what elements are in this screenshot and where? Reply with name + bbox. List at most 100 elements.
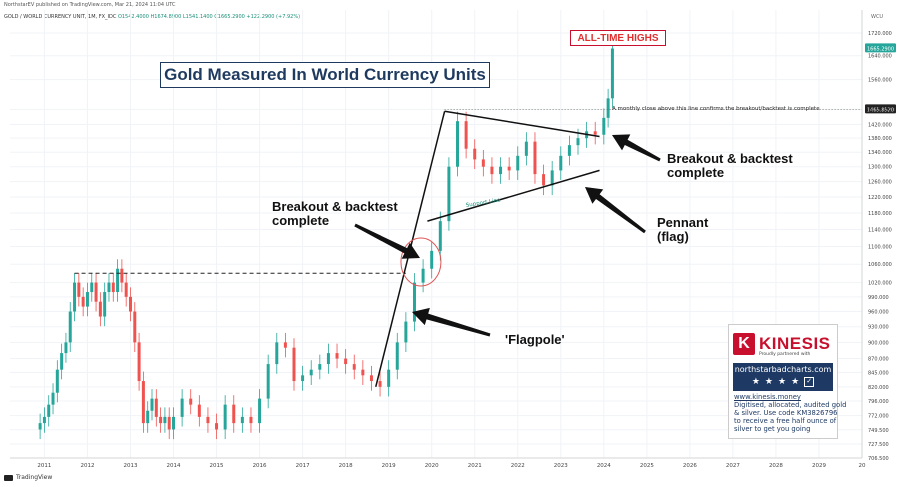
y-tick-label: 1560.000: [868, 78, 892, 84]
y-tick-label: 772.000: [868, 414, 889, 420]
candle-body: [240, 416, 244, 424]
candle-body: [421, 268, 425, 283]
y-tick-label: 727.500: [868, 442, 889, 448]
candle-body: [180, 398, 184, 417]
y-tick-label: 845.000: [868, 370, 889, 376]
candle-body: [107, 282, 111, 293]
candle-body: [559, 155, 563, 171]
candle-body: [163, 416, 167, 424]
candle-body: [38, 423, 42, 430]
y-tick-label: 900.000: [868, 340, 889, 346]
arrow-icon: [612, 134, 661, 162]
kinesis-logo-text: KINESIS: [759, 334, 831, 353]
support-line: [427, 169, 600, 222]
x-tick-label: 2016: [253, 463, 267, 469]
candle-body: [387, 369, 391, 387]
x-tick-label: 2020: [425, 463, 439, 469]
arrow-icon: [585, 187, 646, 234]
kinesis-ad[interactable]: K KINESIS Proudly partnered with northst…: [728, 324, 846, 439]
x-tick-label: 2021: [468, 463, 482, 469]
level-price-tag-text: 1465.8520: [867, 107, 894, 113]
candle-body: [309, 369, 313, 376]
candle-body: [266, 364, 270, 399]
star-icon: ★: [751, 376, 760, 386]
candle-body: [456, 121, 460, 167]
candle-body: [51, 392, 55, 405]
candle-body: [361, 369, 365, 376]
promo-line: to receive a free half ounce of: [734, 417, 837, 425]
x-tick-label: 2012: [80, 463, 94, 469]
y-tick-label: 1180.000: [868, 211, 892, 217]
tradingview-logo-icon: [4, 474, 13, 481]
monthly-close-note: A monthly close above this line confirms…: [612, 106, 820, 112]
y-tick-label: 1020.000: [868, 281, 892, 287]
x-axis: 2011 2012 2013 2014 2015 2016 2017 2018 2019 2020…: [10, 457, 866, 469]
candle-body: [326, 353, 330, 365]
y-tick-label: 1465.8520: [868, 107, 895, 113]
candle-body: [352, 364, 356, 370]
northstar-banner: northstarbadcharts.com ★ ★ ★ ★ ✓: [733, 363, 833, 391]
footer: TradingView: [4, 474, 52, 481]
x-tick-label: 2015: [210, 463, 224, 469]
x-tick-label: 2027: [726, 463, 740, 469]
candle-body: [550, 170, 554, 186]
pennant-annotation: Pennant (flag): [657, 216, 708, 244]
candle-body: [576, 138, 580, 146]
candle-body: [593, 131, 597, 135]
x-tick-label: 2011: [37, 463, 51, 469]
x-tick-label: 2028: [769, 463, 783, 469]
chart-overlays: Support Line 1665.2900 1465.8520: [74, 43, 896, 388]
y-tick-label: 1060.000: [868, 262, 892, 268]
annotation-line: Breakout & backtest: [272, 199, 398, 214]
candle-body: [567, 145, 571, 156]
y-tick-label: 820.000: [868, 385, 889, 391]
x-tick-label: 2026: [683, 463, 697, 469]
candle-body: [318, 364, 322, 370]
rating-stars: ★ ★ ★ ★ ✓: [733, 377, 833, 387]
x-tick-label: 2017: [296, 463, 310, 469]
candles: [38, 39, 614, 440]
candle-body: [412, 282, 416, 322]
candle-body: [301, 375, 305, 382]
candle-body: [606, 98, 610, 118]
candle-body: [73, 282, 77, 312]
x-tick-label: 2019: [382, 463, 396, 469]
candle-body: [172, 416, 176, 430]
northstar-site: northstarbadcharts.com: [734, 365, 832, 374]
kinesis-promo-text: www.kinesis.money Digitised, allocated, …: [734, 393, 846, 433]
x-tick-label: 2022: [511, 463, 525, 469]
kinesis-link[interactable]: www.kinesis.money: [734, 393, 801, 401]
current-price-tag: [865, 43, 896, 53]
y-tick-label: 990.000: [868, 295, 889, 301]
y-tick-label: 960.000: [868, 310, 889, 316]
candle-body: [481, 159, 485, 167]
promo-line: silver to get you going: [734, 425, 811, 433]
candle-body: [141, 381, 145, 424]
arrow-icon: [412, 307, 491, 337]
y-tick-label: 1140.000: [868, 227, 892, 233]
candle-body: [490, 166, 494, 175]
candle-body: [542, 174, 546, 186]
candle-body: [344, 358, 348, 365]
candle-body: [85, 292, 89, 307]
candle-body: [335, 353, 339, 359]
annotation-line: (flag): [657, 229, 689, 244]
candle-body: [146, 410, 150, 424]
y-tick-label: 1300.000: [868, 165, 892, 171]
x-tick-label: 2014: [167, 463, 181, 469]
all-time-highs-label: ALL-TIME HIGHS: [570, 30, 666, 46]
candle-body: [533, 141, 537, 175]
y-tick-label: 870.000: [868, 357, 889, 363]
candle-body: [499, 166, 503, 175]
star-icon: ★: [778, 376, 787, 386]
candle-body: [124, 282, 128, 297]
star-icon: ★: [791, 376, 800, 386]
candle-body: [120, 268, 124, 283]
kinesis-partner-text: Proudly partnered with: [759, 352, 811, 357]
candle-body: [111, 282, 115, 293]
candle-body: [197, 404, 201, 417]
y-tick-label: 1640.000: [868, 54, 892, 60]
candle-body: [94, 282, 98, 302]
candle-body: [77, 282, 81, 297]
